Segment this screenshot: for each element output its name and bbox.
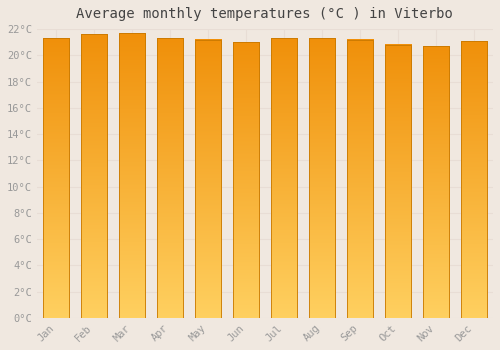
Bar bbox=[118, 33, 145, 318]
Bar bbox=[42, 38, 69, 318]
Bar bbox=[194, 40, 221, 318]
Bar bbox=[308, 38, 336, 318]
Bar bbox=[156, 38, 183, 318]
Bar bbox=[346, 40, 374, 318]
Bar bbox=[460, 41, 487, 318]
Bar bbox=[422, 46, 450, 318]
Bar bbox=[270, 38, 297, 318]
Bar bbox=[80, 34, 107, 318]
Title: Average monthly temperatures (°C ) in Viterbo: Average monthly temperatures (°C ) in Vi… bbox=[76, 7, 454, 21]
Bar bbox=[384, 45, 411, 318]
Bar bbox=[232, 42, 259, 318]
